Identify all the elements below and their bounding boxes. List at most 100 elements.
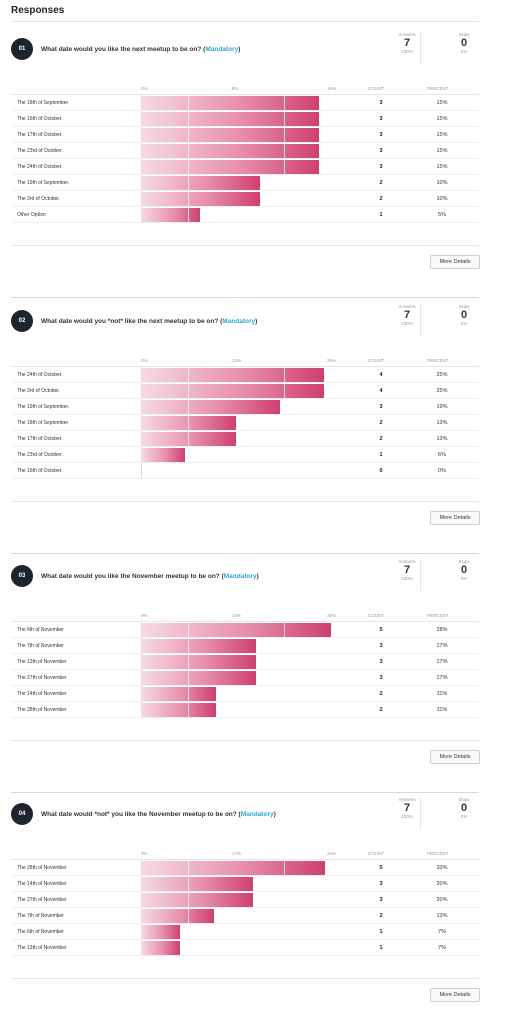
mandatory-link[interactable]: Mandatory (205, 46, 239, 53)
chart-header-divider (11, 621, 479, 622)
response-option-label: The 6th of November (17, 929, 64, 935)
axis-tick-label: 0% (141, 613, 148, 618)
response-bar (141, 96, 319, 110)
skips-value: 0 (460, 802, 468, 814)
percent-column-header: PERCENT (427, 851, 449, 856)
response-percent: 11% (436, 691, 448, 697)
response-row: The 19th of September. 2 10% (11, 175, 479, 191)
response-row: The 14th of November 3 20% (11, 876, 479, 892)
response-percent: 5% (438, 212, 446, 218)
stats-divider (420, 32, 421, 64)
response-option-label: The 19th of September. (17, 404, 70, 410)
more-details-button[interactable]: More Details (430, 511, 480, 525)
title-divider (11, 21, 479, 22)
response-percent: 11% (436, 707, 448, 713)
response-count: 3 (379, 132, 383, 138)
row-divider (11, 110, 479, 111)
row-divider (11, 398, 479, 399)
response-percent: 13% (436, 420, 448, 426)
response-option-label: The 3rd of October. (17, 388, 61, 394)
response-percent: 0% (438, 468, 446, 474)
question-text: What date would you like the November me… (41, 573, 259, 580)
response-option-label: The 13th of November (17, 945, 67, 951)
page-title: Responses (11, 5, 65, 16)
question-text-main: What date would you *not* like the next … (41, 318, 223, 325)
response-option-label: The 19th of September. (17, 180, 70, 186)
response-count: 3 (379, 897, 383, 903)
row-divider (11, 939, 479, 940)
response-count: 3 (379, 643, 383, 649)
stats-divider (420, 797, 421, 829)
skips-stat: Skips 0 0% (444, 797, 484, 819)
mandatory-link[interactable]: Mandatory (240, 811, 274, 818)
skips-percent: 0% (460, 814, 468, 819)
response-percent: 19% (436, 404, 448, 410)
answers-value: 7 (403, 309, 411, 321)
answers-percent: 100% (401, 49, 413, 54)
chart-footer-divider (11, 978, 479, 979)
question-text: What date would you *not* like the next … (41, 318, 257, 325)
response-bar (141, 655, 285, 669)
response-row: The 7th of November 2 13% (11, 908, 479, 924)
mandatory-link[interactable]: Mandatory (222, 318, 256, 325)
response-row: The 16th of October. 3 15% (11, 111, 479, 127)
more-details-button[interactable]: More Details (430, 988, 480, 1002)
axis-tick-label: 8% (232, 86, 239, 91)
axis-tick-label: 16% (327, 86, 337, 91)
response-row: The 27th of November 3 17% (11, 670, 479, 686)
more-details-button[interactable]: More Details (430, 750, 480, 764)
response-count: 2 (379, 196, 383, 202)
count-column-header: COUNT (368, 851, 384, 856)
answers-stat: Answers 7 100% (387, 559, 427, 581)
response-option-label: The 28th of November (17, 865, 67, 871)
question-text-main: What date would *not* you like the Novem… (41, 811, 241, 818)
row-divider (11, 669, 479, 670)
response-option-label: The 16th of October. (17, 116, 63, 122)
question-text-main: What date would you like the next meetup… (41, 46, 206, 53)
response-option-label: The 6th of November (17, 627, 64, 633)
response-row: The 14th of November 2 11% (11, 686, 479, 702)
row-divider (11, 637, 479, 638)
question-text-close: ) (256, 573, 259, 580)
section-divider (11, 553, 479, 554)
answers-value: 7 (403, 37, 411, 49)
response-count: 4 (379, 388, 383, 394)
response-option-label: The 16th of October. (17, 468, 63, 474)
response-percent: 28% (436, 627, 448, 633)
response-bar (141, 909, 285, 923)
response-option-label: The 23rd of October. (17, 148, 63, 154)
response-count: 1 (379, 929, 383, 935)
response-row: The 13th of November 1 7% (11, 940, 479, 956)
response-bar (141, 144, 319, 158)
response-bar (141, 432, 285, 446)
response-option-label: The 3rd of October. (17, 196, 61, 202)
response-percent: 15% (436, 148, 448, 154)
answers-percent: 100% (401, 814, 413, 819)
skips-label: Skips (458, 797, 470, 802)
response-row: The 18th of September 3 15% (11, 95, 479, 111)
row-divider (11, 685, 479, 686)
percent-column-header: PERCENT (427, 613, 449, 618)
question-text-close: ) (238, 46, 241, 53)
row-divider (11, 142, 479, 143)
response-percent: 15% (436, 100, 448, 106)
response-row: The 16th of October. 0 0% (11, 463, 479, 479)
mandatory-link[interactable]: Mandatory (223, 573, 257, 580)
question-text-close: ) (255, 318, 258, 325)
response-count: 3 (379, 164, 383, 170)
count-column-header: COUNT (368, 358, 384, 363)
response-bar (141, 448, 285, 462)
response-row: The 6th of November 1 7% (11, 924, 479, 940)
axis-tick-label: 0% (141, 358, 148, 363)
skips-value: 0 (460, 564, 468, 576)
response-row: The 17th of October. 3 15% (11, 127, 479, 143)
chart-header-divider (11, 859, 479, 860)
skips-value: 0 (460, 37, 468, 49)
response-row: The 19th of September. 3 19% (11, 399, 479, 415)
response-count: 2 (379, 420, 383, 426)
more-details-button[interactable]: More Details (430, 255, 480, 269)
answers-label: Answers (398, 797, 416, 802)
response-row: The 3rd of October. 2 10% (11, 191, 479, 207)
row-divider (11, 923, 479, 924)
axis-tick-label: 34% (327, 851, 337, 856)
